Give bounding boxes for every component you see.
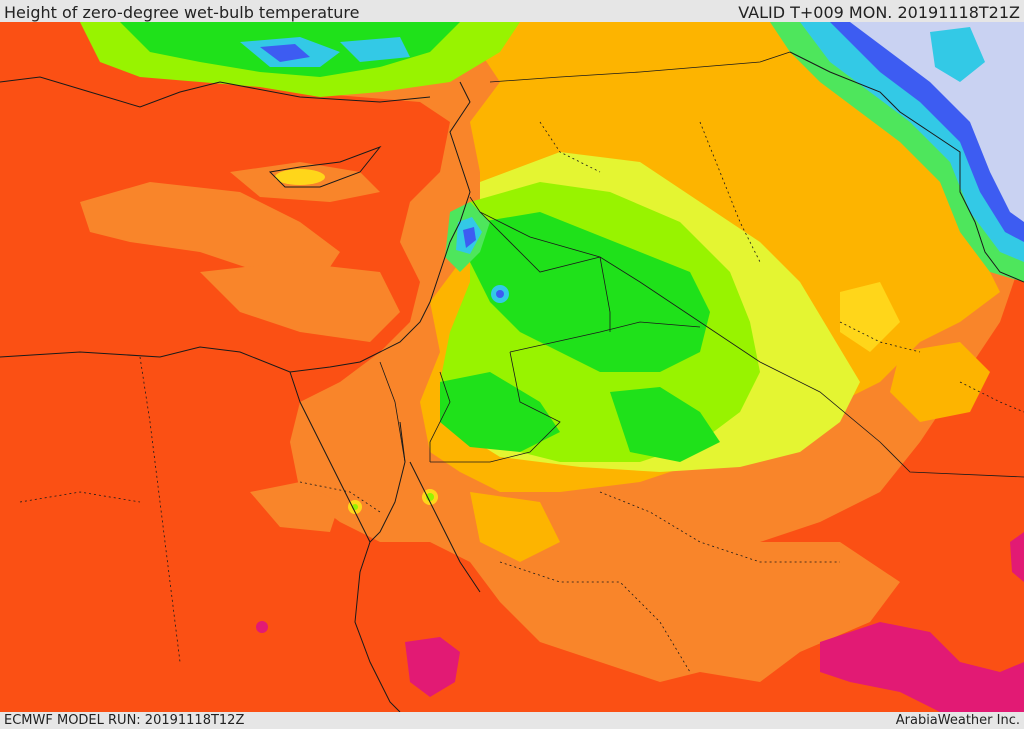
orange-patch-sinai	[250, 482, 340, 532]
green-core	[470, 212, 710, 372]
model-run: ECMWF MODEL RUN: 20191118T12Z	[4, 713, 245, 728]
amber-patch-kuwait	[890, 342, 990, 422]
cyan-turkey-2	[340, 37, 410, 62]
map-title: Height of zero-degree wet-bulb temperatu…	[4, 3, 360, 22]
blue-lebanon	[463, 227, 476, 248]
magenta-edge	[1010, 532, 1024, 582]
borders	[379, 51, 1024, 478]
amber-patch-south	[470, 492, 560, 562]
green-south	[440, 372, 560, 452]
orange-patch-west	[80, 182, 340, 282]
magenta-spot	[256, 621, 268, 633]
magenta-sudan	[405, 637, 460, 697]
map-canvas[interactable]	[0, 22, 1024, 712]
blue-spot	[496, 290, 504, 298]
green-east	[610, 387, 720, 462]
brand-credit: ArabiaWeather Inc.	[895, 713, 1020, 728]
magenta-east	[820, 622, 1024, 712]
pale-blue-iran	[850, 22, 1024, 222]
valid-time: VALID T+009 MON. 20191118T21Z	[738, 3, 1020, 22]
map-svg	[0, 22, 1024, 712]
cyprus-spot	[275, 169, 325, 185]
title-bar: Height of zero-degree wet-bulb temperatu…	[0, 0, 1024, 22]
dotted-borders	[19, 121, 1024, 673]
yellow-patch	[840, 282, 900, 352]
orange-patch-mid	[200, 262, 400, 342]
coastlines	[0, 51, 1024, 712]
blue-turkey	[260, 44, 310, 62]
footer-bar: ECMWF MODEL RUN: 20191118T12Z ArabiaWeat…	[0, 712, 1024, 729]
cyan-spot-iran	[930, 27, 985, 82]
